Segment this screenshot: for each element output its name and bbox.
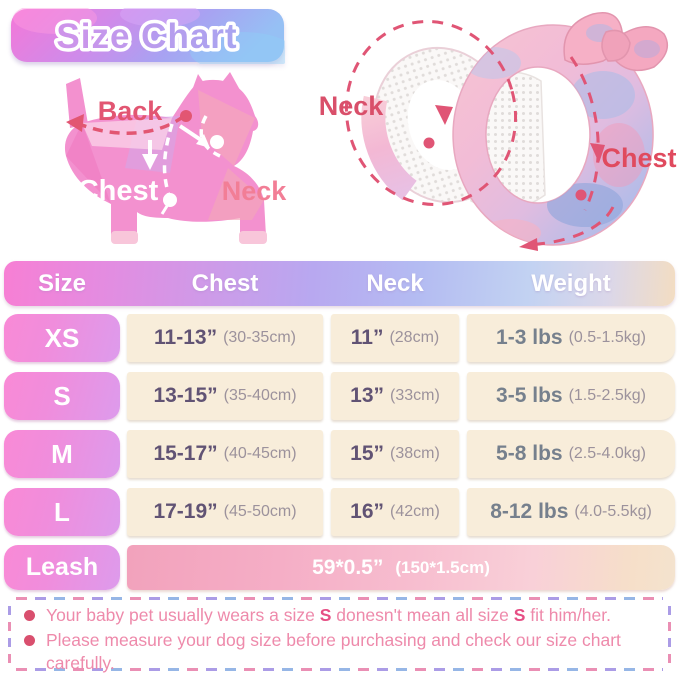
chest-annotation-arc <box>569 56 600 211</box>
harness-chest-label: Chest <box>601 143 676 173</box>
table-row: XS 11-13” (30-35cm) 11” (28cm) 1-3 lbs (0.5… <box>0 314 679 362</box>
chest-value: 17-19” <box>153 500 218 523</box>
leash-value: 59*0.5” <box>312 555 384 579</box>
leash-value-bar: 59*0.5” (150*1.5cm) <box>127 545 675 590</box>
dashed-border <box>16 668 663 671</box>
dashed-border <box>16 597 663 600</box>
chest-value: 11-13” <box>154 326 218 349</box>
dog-neck-label: Neck <box>222 176 288 206</box>
note-item: Your baby pet usually wears a size S don… <box>24 604 659 627</box>
table-header-bar <box>4 261 675 306</box>
dog-measurement-diagram: Back Chest Neck <box>64 72 288 244</box>
note-item: Please measure your dog size before purc… <box>24 629 659 675</box>
leash-row: Leash 59*0.5” (150*1.5cm) <box>0 545 679 590</box>
neck-value-cm: (38cm) <box>390 445 440 462</box>
header-neck: Neck <box>366 270 424 297</box>
neck-arrow-icon <box>435 105 453 125</box>
neck-value-cm: (28cm) <box>389 329 440 346</box>
bullet-icon <box>24 634 35 646</box>
neck-annotation-dot <box>423 137 435 149</box>
chest-annotation-dot <box>575 189 587 201</box>
chest-arrow-icon <box>590 143 605 163</box>
weight-value-kg: (2.5-4.0kg) <box>568 445 646 462</box>
harness-neck-label: Neck <box>319 91 385 121</box>
chest-value-cm: (40-45cm) <box>223 445 297 462</box>
weight-value: 3-5 lbs <box>496 384 563 407</box>
dog-back-label: Back <box>98 96 164 126</box>
table-row: M 15-17” (40-45cm) 15” (38cm) 5-8 lbs (2.5-… <box>0 430 679 478</box>
weight-value: 8-12 lbs <box>490 500 569 523</box>
title-badge-background <box>11 9 284 62</box>
bullet-icon <box>24 610 35 621</box>
size-badge-m: M <box>4 430 120 478</box>
size-badge-l: L <box>4 488 120 536</box>
note-text: Please measure your dog size before purc… <box>46 629 621 673</box>
harness-bow <box>563 12 669 72</box>
dashed-border <box>8 605 11 663</box>
weight-value-kg: (4.0-5.5kg) <box>574 503 652 520</box>
leash-value-cm: (150*1.5cm) <box>395 557 490 577</box>
back-measure-dot <box>180 110 192 122</box>
neck-value-cm: (42cm) <box>390 503 440 520</box>
chest-value: 13-15” <box>153 384 218 407</box>
back-measure-line <box>81 114 186 135</box>
neck-measure-line <box>199 115 221 158</box>
header-weight: Weight <box>531 270 611 297</box>
title-badge: Size Chart <box>11 8 285 64</box>
dog-chest-label: Chest <box>78 175 159 207</box>
weight-value-kg: (0.5-1.5kg) <box>568 329 646 346</box>
neck-value-cm: (33cm) <box>390 387 440 404</box>
size-badge-s: S <box>4 372 120 420</box>
neck-value: 16” <box>350 500 385 523</box>
chest-value: 15-17” <box>153 442 218 465</box>
weight-value-kg: (1.5-2.5kg) <box>568 387 646 404</box>
leash-badge: Leash <box>4 545 120 590</box>
chest-value-cm: (30-35cm) <box>223 329 296 346</box>
note-text: Your baby pet usually wears a size S don… <box>46 605 611 625</box>
size-badge-xs: XS <box>4 314 120 362</box>
notes-box: Your baby pet usually wears a size S don… <box>8 597 671 673</box>
neck-buckle-icon <box>210 135 224 149</box>
neck-value: 15” <box>350 442 385 465</box>
table-header-row: Size Chest Neck Weight <box>0 261 679 306</box>
chest-value-cm: (45-50cm) <box>223 503 297 520</box>
chest-value-cm: (35-40cm) <box>223 387 297 404</box>
chest-buckle-icon <box>163 193 177 207</box>
neck-annotation-ellipse <box>344 20 518 206</box>
neck-value: 13” <box>350 384 385 407</box>
harness-diagram: Neck Chest <box>319 12 677 251</box>
table-row: L 17-19” (45-50cm) 16” (42cm) 8-12 lbs (4.0… <box>0 488 679 536</box>
header-size: Size <box>37 270 87 297</box>
neck-value: 11” <box>350 326 384 349</box>
table-row: S 13-15” (35-40cm) 13” (33cm) 3-5 lbs (1.5-… <box>0 372 679 420</box>
back-arrow-icon <box>66 114 84 132</box>
weight-value: 1-3 lbs <box>496 326 563 349</box>
weight-value: 5-8 lbs <box>496 442 563 465</box>
page-title: Size Chart <box>56 17 237 56</box>
header-chest: Chest <box>191 270 259 297</box>
dashed-border <box>668 605 671 663</box>
